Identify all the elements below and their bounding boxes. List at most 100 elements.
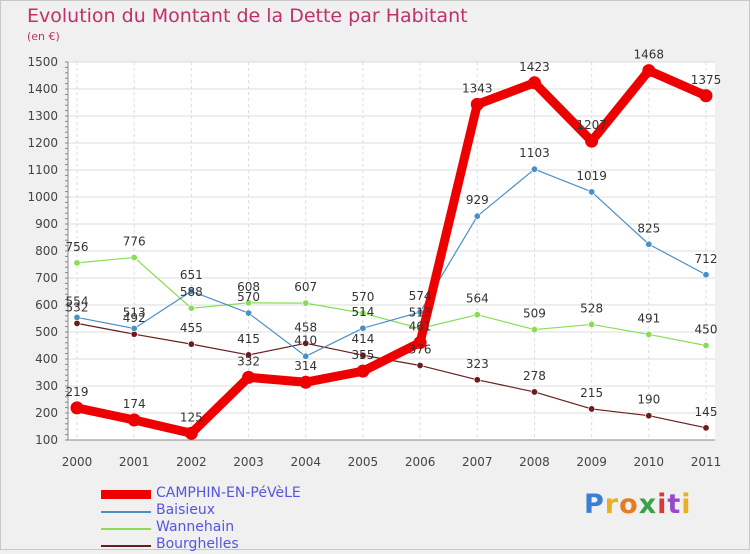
x-tick-label: 2000 xyxy=(62,455,93,469)
y-tick-label: 100 xyxy=(35,433,58,447)
data-point xyxy=(359,351,367,359)
y-tick-label: 1300 xyxy=(27,109,58,123)
data-point xyxy=(470,97,484,111)
series-line xyxy=(76,256,707,347)
data-point xyxy=(302,352,310,360)
x-tick-label: 2002 xyxy=(176,455,207,469)
data-label: 414 xyxy=(351,332,374,346)
legend-label: Wannehain xyxy=(156,519,235,535)
data-point xyxy=(130,324,138,332)
data-label: 174 xyxy=(123,397,146,411)
data-point xyxy=(530,165,538,173)
data-label: 278 xyxy=(523,369,546,383)
logo-letter: o xyxy=(619,489,639,520)
logo-letter: P xyxy=(584,489,605,520)
data-label: 314 xyxy=(294,359,317,373)
legend-swatch xyxy=(101,527,151,530)
x-tick-label: 2006 xyxy=(405,455,436,469)
data-point xyxy=(588,405,596,413)
data-point xyxy=(585,134,599,148)
data-label: 588 xyxy=(180,285,203,299)
data-label: 929 xyxy=(466,193,489,207)
data-point xyxy=(187,304,195,312)
data-point xyxy=(702,271,710,279)
data-label: 564 xyxy=(466,292,489,306)
data-point xyxy=(70,401,84,415)
data-point xyxy=(642,64,656,78)
data-label: 1375 xyxy=(691,73,722,87)
data-label: 455 xyxy=(180,321,203,335)
x-tick-label: 2008 xyxy=(519,455,550,469)
data-label: 776 xyxy=(123,234,146,248)
data-label: 491 xyxy=(637,311,660,325)
series-line xyxy=(76,168,707,357)
legend-label: Bourghelles xyxy=(156,536,239,552)
data-label: 215 xyxy=(580,386,603,400)
data-label: 509 xyxy=(523,307,546,321)
data-point xyxy=(527,76,541,90)
data-label: 574 xyxy=(409,289,432,303)
logo-letter: t xyxy=(667,489,682,520)
data-label: 355 xyxy=(351,348,374,362)
data-point xyxy=(187,340,195,348)
data-point xyxy=(702,424,710,432)
x-tick-label: 2010 xyxy=(634,455,665,469)
data-point xyxy=(302,299,310,307)
data-point xyxy=(645,240,653,248)
data-label: 1207 xyxy=(576,118,607,132)
logo-letter: i xyxy=(657,489,668,520)
data-label: 607 xyxy=(294,280,317,294)
legend-label: CAMPHIN-EN-PéVèLE xyxy=(156,485,301,501)
legend-label: Baisieux xyxy=(156,502,216,518)
data-point xyxy=(473,212,481,220)
y-tick-label: 1400 xyxy=(27,82,58,96)
data-label: 415 xyxy=(237,332,260,346)
chart-unit: (en €) xyxy=(27,30,60,43)
x-tick-label: 2007 xyxy=(462,455,493,469)
data-point xyxy=(187,287,195,295)
data-label: 825 xyxy=(637,221,660,235)
y-tick-label: 700 xyxy=(35,271,58,285)
data-point xyxy=(530,326,538,334)
data-point xyxy=(699,89,713,103)
data-label: 608 xyxy=(237,280,260,294)
data-label: 1468 xyxy=(634,48,665,62)
data-point xyxy=(130,253,138,261)
data-label: 1019 xyxy=(576,169,607,183)
data-label: 570 xyxy=(237,290,260,304)
x-tick-label: 2005 xyxy=(348,455,379,469)
data-label: 651 xyxy=(180,268,203,282)
data-label: 570 xyxy=(351,290,374,304)
data-label: 756 xyxy=(66,240,89,254)
y-tick-label: 1000 xyxy=(27,190,58,204)
data-label: 410 xyxy=(294,333,317,347)
data-label: 376 xyxy=(409,342,432,356)
y-tick-label: 800 xyxy=(35,244,58,258)
data-point xyxy=(416,361,424,369)
legend-swatch xyxy=(101,544,151,547)
proxiti-logo: Proxiti xyxy=(584,489,692,520)
data-label: 450 xyxy=(695,323,718,337)
logo-letter: i xyxy=(681,489,692,520)
y-tick-label: 1200 xyxy=(27,136,58,150)
data-label: 461 xyxy=(409,320,432,334)
x-tick-label: 2004 xyxy=(290,455,321,469)
data-point xyxy=(245,351,253,359)
x-tick-label: 2001 xyxy=(119,455,150,469)
data-point xyxy=(356,364,370,378)
data-label: 712 xyxy=(695,252,718,266)
logo-letter: r xyxy=(604,489,620,520)
data-label: 554 xyxy=(66,294,89,308)
data-label: 1423 xyxy=(519,60,550,74)
data-label: 145 xyxy=(695,405,718,419)
data-point xyxy=(245,299,253,307)
y-tick-label: 500 xyxy=(35,325,58,339)
data-label: 528 xyxy=(580,301,603,315)
data-point xyxy=(245,309,253,317)
chart-title: Evolution du Montant de la Dette par Hab… xyxy=(27,5,468,27)
data-label: 190 xyxy=(637,393,660,407)
data-label: 532 xyxy=(66,300,89,314)
data-label: 513 xyxy=(409,305,432,319)
